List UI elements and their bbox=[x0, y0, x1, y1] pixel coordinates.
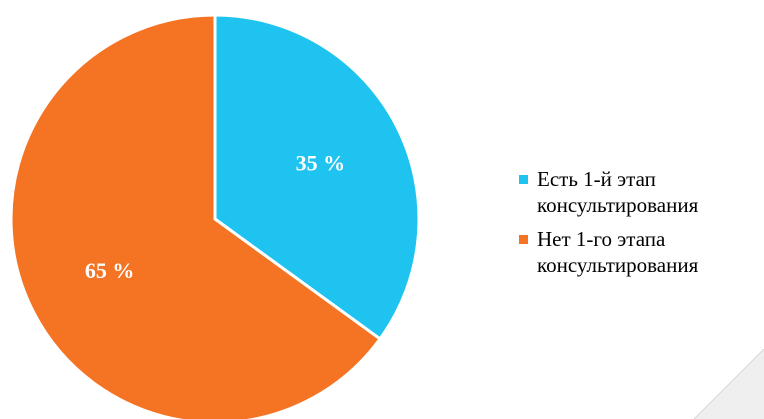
legend-item-no: Нет 1-го этапа консультирования bbox=[519, 226, 764, 278]
slice-label-no: 65 % bbox=[85, 258, 135, 283]
legend-label-no: Нет 1-го этапа консультирования bbox=[537, 227, 699, 277]
pie-slice-yes bbox=[213, 13, 421, 341]
pie-slice-no bbox=[9, 13, 382, 419]
legend-swatch-yes bbox=[519, 175, 528, 184]
legend-swatch-no bbox=[519, 235, 528, 244]
slice-label-yes: 35 % bbox=[296, 150, 346, 175]
chart-legend: Есть 1-й этап консультирования Нет 1-го … bbox=[519, 166, 764, 286]
legend-label-yes: Есть 1-й этап консультирования bbox=[537, 167, 699, 217]
corner-decoration bbox=[693, 349, 764, 419]
legend-item-yes: Есть 1-й этап консультирования bbox=[519, 166, 764, 218]
